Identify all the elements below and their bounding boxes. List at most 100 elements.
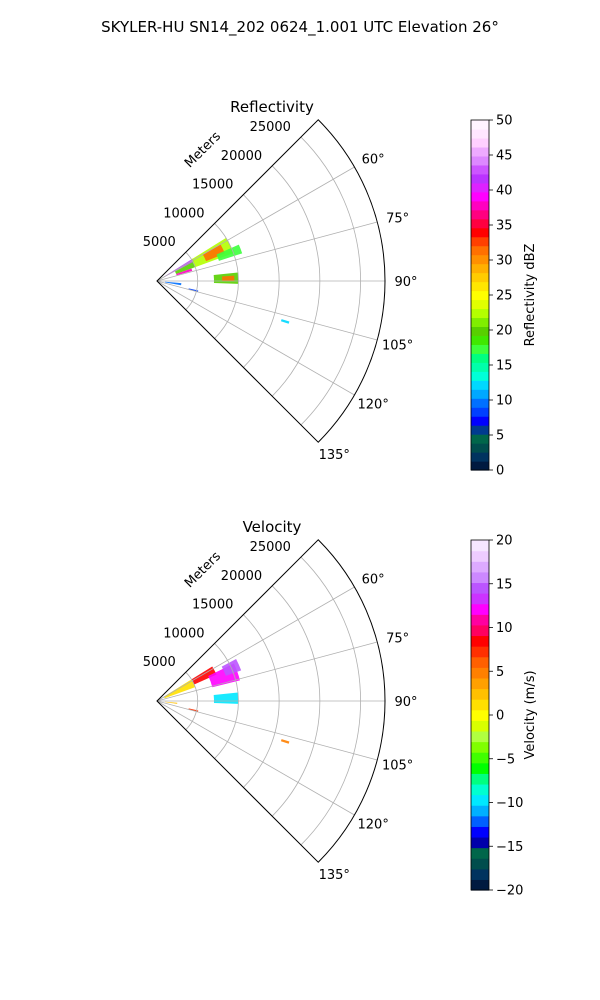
reflectivity-colorbar-segment-20 (471, 281, 489, 292)
velocity-colorbar-tick-label-7: 15 (496, 577, 513, 592)
reflectivity-echo-region-8 (165, 281, 182, 286)
reflectivity-colorbar-segment-25 (471, 236, 489, 247)
velocity-title: Velocity (243, 518, 302, 536)
reflectivity-colorbar-tick-label-4: 20 (496, 324, 513, 339)
reflectivity-colorbar-segment-34 (471, 155, 489, 166)
reflectivity-azimuth-tick-label-2: 90° (394, 275, 417, 290)
velocity-colorbar-segment-7 (471, 805, 489, 817)
reflectivity-colorbar-segment-19 (471, 290, 489, 301)
velocity-colorbar-segment-19 (471, 677, 489, 690)
velocity-range-axis-label: Meters (182, 549, 224, 591)
velocity-colorbar-segment-9 (471, 783, 489, 796)
velocity-colorbar-segment-2 (471, 858, 489, 870)
velocity-sector-outline (156, 539, 386, 863)
velocity-azimuth-gridline-3 (156, 700, 378, 761)
velocity-echo-region-5 (165, 701, 178, 704)
reflectivity-colorbar-segment-6 (471, 407, 489, 417)
reflectivity-colorbar-segment-3 (471, 434, 489, 444)
reflectivity-colorbar-segment-5 (471, 416, 489, 426)
reflectivity-colorbar-segment-15 (471, 326, 489, 336)
reflectivity-azimuth-gridline-0 (156, 166, 355, 282)
velocity-colorbar-segment-21 (471, 656, 489, 668)
velocity-colorbar-segment-3 (471, 847, 489, 859)
reflectivity-azimuth-gridline-4 (156, 280, 355, 396)
reflectivity-colorbar-tick-label-6: 30 (496, 254, 513, 269)
velocity-colorbar-segment-20 (471, 667, 489, 679)
reflectivity-colorbar-segment-31 (471, 182, 489, 193)
reflectivity-sector-outline (156, 119, 386, 443)
reflectivity-colorbar-tick-label-10: 50 (496, 114, 513, 129)
velocity-colorbar-segment-11 (471, 762, 489, 774)
velocity-azimuth-gridline-4 (156, 700, 355, 816)
velocity-colorbar-segment-13 (471, 741, 489, 753)
reflectivity-range-tick-label-3: 20000 (221, 149, 262, 164)
velocity-azimuth-tick-label-2: 90° (394, 695, 417, 710)
velocity-azimuth-tick-label-5: 135° (319, 868, 350, 883)
velocity-colorbar-segment-10 (471, 773, 489, 785)
reflectivity-colorbar-tick-label-3: 15 (496, 359, 513, 374)
velocity-colorbar-segment-31 (471, 550, 489, 562)
velocity-colorbar-segment-18 (471, 688, 489, 700)
reflectivity-range-tick-label-2: 15000 (192, 178, 233, 193)
velocity-colorbar-tick-label-3: −5 (496, 752, 515, 767)
reflectivity-colorbar-segment-11 (471, 362, 489, 372)
velocity-colorbar-segment-23 (471, 635, 489, 647)
reflectivity-colorbar-tick-label-8: 40 (496, 184, 513, 199)
velocity-colorbar-segment-29 (471, 571, 489, 584)
velocity-colorbar-segment-27 (471, 593, 489, 605)
reflectivity-echo-region-2 (176, 268, 193, 276)
reflectivity-title: Reflectivity (230, 98, 314, 116)
velocity-colorbar-segment-4 (471, 836, 489, 849)
reflectivity-colorbar-tick-label-0: 0 (496, 464, 504, 479)
reflectivity-colorbar-segment-29 (471, 200, 489, 211)
velocity-range-tick-label-2: 15000 (192, 598, 233, 613)
reflectivity-colorbar-segment-21 (471, 272, 489, 283)
velocity-colorbar-segment-17 (471, 699, 489, 711)
velocity-azimuth-tick-label-4: 120° (358, 818, 389, 833)
velocity-colorbar-segment-25 (471, 614, 489, 626)
velocity-colorbar-segment-26 (471, 603, 489, 615)
figure-suptitle: SKYLER-HU SN14_202 0624_1.001 UTC Elevat… (101, 18, 499, 37)
velocity-range-tick-label-1: 10000 (163, 626, 204, 641)
velocity-range-tick-label-4: 25000 (250, 540, 291, 555)
velocity-colorbar-segment-28 (471, 582, 489, 594)
velocity-colorbar-segment-1 (471, 868, 489, 880)
velocity-azimuth-tick-label-1: 75° (386, 632, 409, 647)
reflectivity-azimuth-tick-label-4: 120° (358, 398, 389, 413)
reflectivity-colorbar-segment-16 (471, 317, 489, 328)
reflectivity-colorbar-segment-38 (471, 120, 489, 130)
reflectivity-colorbar-segment-24 (471, 245, 489, 256)
reflectivity-colorbar-segment-35 (471, 146, 489, 157)
reflectivity-azimuth-tick-label-3: 105° (382, 338, 413, 353)
reflectivity-panel: Reflectivity 5000 10000 15000 20000 25000 Mete… (143, 98, 538, 479)
reflectivity-colorbar-segment-23 (471, 254, 489, 265)
reflectivity-colorbar-segment-17 (471, 308, 489, 319)
reflectivity-colorbar-segment-36 (471, 137, 489, 148)
velocity-colorbar-segment-15 (471, 720, 489, 732)
reflectivity-colorbar-segment-7 (471, 398, 489, 408)
velocity-colorbar-tick-label-0: −20 (496, 884, 523, 899)
reflectivity-azimuth-tick-label-5: 135° (319, 448, 350, 463)
reflectivity-colorbar-label: Reflectivity dBZ (523, 244, 538, 347)
reflectivity-colorbar-segment-13 (471, 344, 489, 354)
reflectivity-colorbar-segment-1 (471, 452, 489, 462)
reflectivity-colorbar-segment-8 (471, 389, 489, 399)
reflectivity-azimuth-gridline-1 (156, 221, 378, 282)
reflectivity-colorbar-segment-9 (471, 380, 489, 390)
reflectivity-colorbar-segment-32 (471, 173, 489, 184)
velocity-azimuth-gridline-1 (156, 641, 378, 702)
reflectivity-colorbar-segment-30 (471, 191, 489, 202)
velocity-colorbar-segment-22 (471, 646, 489, 658)
reflectivity-echo-region-5 (216, 244, 243, 261)
velocity-colorbar-tick-label-2: −10 (496, 796, 523, 811)
reflectivity-colorbar-segment-18 (471, 299, 489, 310)
velocity-echo-region-0 (163, 679, 196, 699)
velocity-colorbar-label: Velocity (m/s) (523, 670, 538, 759)
reflectivity-colorbar-segment-27 (471, 218, 489, 229)
velocity-echo-region-7 (280, 739, 290, 744)
reflectivity-colorbar-segment-0 (471, 461, 489, 471)
velocity-colorbar-tick-label-8: 20 (496, 534, 513, 549)
velocity-colorbar-segment-5 (471, 826, 489, 838)
velocity-panel: Velocity 5000 10000 15000 20000 25000 Meters 60… (143, 518, 538, 899)
